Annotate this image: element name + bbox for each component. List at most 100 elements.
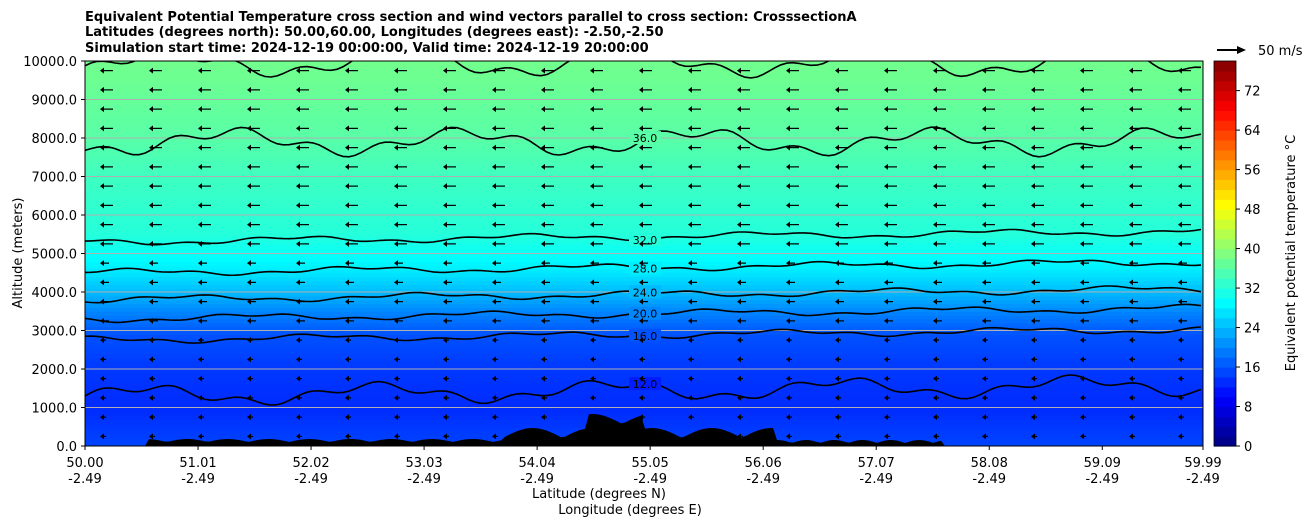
wind-vector-head <box>737 414 741 421</box>
wind-vector-head <box>100 433 104 440</box>
contour-band <box>85 72 1203 77</box>
wind-vector-head <box>296 356 300 363</box>
wind-vector-head <box>688 183 692 190</box>
wind-vector-head <box>639 202 643 209</box>
colorbar-tick-label: 16 <box>1244 361 1261 376</box>
wind-vector-head <box>394 86 398 93</box>
wind-vector-head <box>296 298 300 305</box>
wind-vector-head <box>835 337 839 344</box>
wind-vector-head <box>835 202 839 209</box>
wind-vector-head <box>835 298 839 305</box>
wind-vector-head <box>345 394 349 401</box>
wind-vector-head <box>835 279 839 286</box>
wind-vector-head <box>982 106 986 113</box>
x-tick-label: 54.04 <box>519 456 556 471</box>
wind-vector-head <box>688 106 692 113</box>
wind-vector-head <box>1129 260 1133 267</box>
wind-vector-head <box>443 375 447 382</box>
wind-vector-head <box>1080 414 1084 421</box>
wind-vector-head <box>590 144 594 151</box>
wind-vector-head <box>884 414 888 421</box>
wind-vector-head <box>1080 375 1084 382</box>
wind-vector-head <box>884 260 888 267</box>
contour-label-bg <box>629 261 661 275</box>
x-tick-label-lon: -2.49 <box>407 472 441 487</box>
wind-vector-head <box>590 202 594 209</box>
wind-vector-head <box>1080 67 1084 74</box>
wind-vector-head <box>1031 317 1035 324</box>
wind-vector-head <box>541 67 545 74</box>
contour-band <box>85 411 1203 416</box>
wind-vector-head <box>835 356 839 363</box>
wind-vector-head <box>933 106 937 113</box>
wind-vector-head <box>639 260 643 267</box>
wind-vector-head <box>786 279 790 286</box>
wind-vector-head <box>296 144 300 151</box>
wind-vector-head <box>1129 356 1133 363</box>
wind-vector-head <box>1031 260 1035 267</box>
wind-vector-head <box>345 433 349 440</box>
colorbar-step <box>1214 139 1236 151</box>
wind-vector-head <box>933 375 937 382</box>
colorbar-step <box>1214 120 1236 131</box>
wind-vector-head <box>149 414 153 421</box>
wind-vector-head <box>835 106 839 113</box>
wind-vector-head <box>443 337 447 344</box>
wind-vector-head <box>737 337 741 344</box>
wind-vector-head <box>1178 240 1182 247</box>
wind-vector-head <box>835 414 839 421</box>
wind-vector-head <box>737 375 741 382</box>
quiver-key-label: 50 m/s <box>1258 44 1303 59</box>
contour-band <box>85 191 1203 197</box>
x-tick-label: 59.09 <box>1084 456 1121 471</box>
title-line-2: Latitudes (degrees north): 50.00,60.00, … <box>85 25 664 40</box>
wind-vector-head <box>296 125 300 132</box>
wind-vector-head <box>541 240 545 247</box>
wind-vector-head <box>492 144 496 151</box>
wind-vector-head <box>394 202 398 209</box>
colorbar-step <box>1214 61 1236 72</box>
wind-vector-head <box>1031 125 1035 132</box>
wind-vector-head <box>100 337 104 344</box>
colorbar-tick-label: 72 <box>1244 85 1261 100</box>
contour-band <box>85 149 1203 154</box>
wind-vector-head <box>835 375 839 382</box>
x-tick-label-lon: -2.49 <box>746 472 780 487</box>
colorbar-tick-label: 48 <box>1244 203 1261 218</box>
wind-vector-head <box>1178 144 1182 151</box>
wind-vector-head <box>100 356 104 363</box>
contour-band <box>85 392 1203 397</box>
wind-vector-head <box>786 202 790 209</box>
wind-vector-head <box>443 106 447 113</box>
wind-vector-head <box>1129 106 1133 113</box>
wind-vector-head <box>541 375 545 382</box>
wind-vector-head <box>1080 317 1084 324</box>
contour-band <box>85 195 1203 201</box>
wind-vector-head <box>492 394 496 401</box>
wind-vector-head <box>1031 414 1035 421</box>
wind-vector-head <box>541 279 545 286</box>
wind-vector-head <box>149 221 153 228</box>
colorbar-step <box>1214 317 1236 329</box>
wind-vector-head <box>884 375 888 382</box>
wind-vector-head <box>590 356 594 363</box>
wind-vector-head <box>1129 67 1133 74</box>
wind-vector-head <box>1129 163 1133 170</box>
wind-vector-head <box>786 183 790 190</box>
contour-label-bg <box>629 131 661 145</box>
contour-band <box>85 180 1203 185</box>
wind-vector-head <box>100 144 104 151</box>
wind-vector-head <box>590 375 594 382</box>
wind-vector-head <box>296 183 300 190</box>
wind-vector-head <box>492 221 496 228</box>
wind-vector-head <box>982 414 986 421</box>
contour-band <box>85 342 1203 347</box>
wind-vector-head <box>296 433 300 440</box>
wind-vector-head <box>786 375 790 382</box>
wind-vector-head <box>639 183 643 190</box>
colorbar-frame <box>1213 60 1237 447</box>
contour-band <box>85 103 1203 108</box>
colorbar-step <box>1214 130 1236 141</box>
wind-vector-head <box>149 202 153 209</box>
wind-vector-head <box>590 86 594 93</box>
